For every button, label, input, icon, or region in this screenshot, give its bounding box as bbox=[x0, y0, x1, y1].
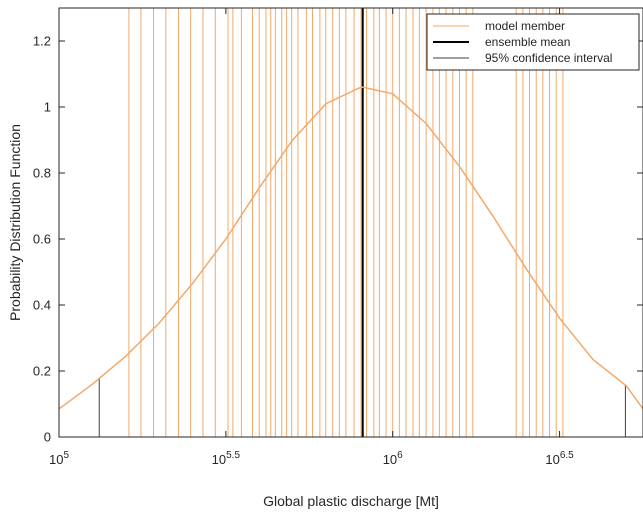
y-tick-label: 1.2 bbox=[33, 34, 51, 49]
x-tick-label: 105.5 bbox=[212, 450, 241, 467]
x-tick-label: 106 bbox=[383, 450, 403, 467]
y-tick-label: 1 bbox=[44, 100, 51, 115]
y-tick-label: 0.6 bbox=[33, 232, 51, 247]
x-tick-label: 105 bbox=[49, 450, 69, 467]
y-tick-label: 0.4 bbox=[33, 298, 51, 313]
x-tick-label: 106.5 bbox=[545, 450, 574, 467]
legend-label: 95% confidence interval bbox=[485, 51, 612, 65]
x-axis-label: Global plastic discharge [Mt] bbox=[263, 493, 439, 509]
axes: 0 0.2 0.4 0.6 0.8 1 1.2 105 105.5 106 106.5 bbox=[33, 7, 643, 467]
pdf-curve bbox=[59, 86, 643, 410]
legend-label: ensemble mean bbox=[485, 35, 570, 49]
legend: model member ensemble mean 95% confidence … bbox=[426, 13, 640, 71]
plot-frame bbox=[58, 7, 643, 438]
plot-area bbox=[59, 8, 643, 437]
y-axis-label: Probability Distribution Function bbox=[7, 124, 23, 321]
legend-label: model member bbox=[485, 19, 565, 33]
y-tick-label: 0.2 bbox=[33, 364, 51, 379]
y-tick-label: 0.8 bbox=[33, 166, 51, 181]
y-tick-label: 0 bbox=[44, 430, 51, 445]
